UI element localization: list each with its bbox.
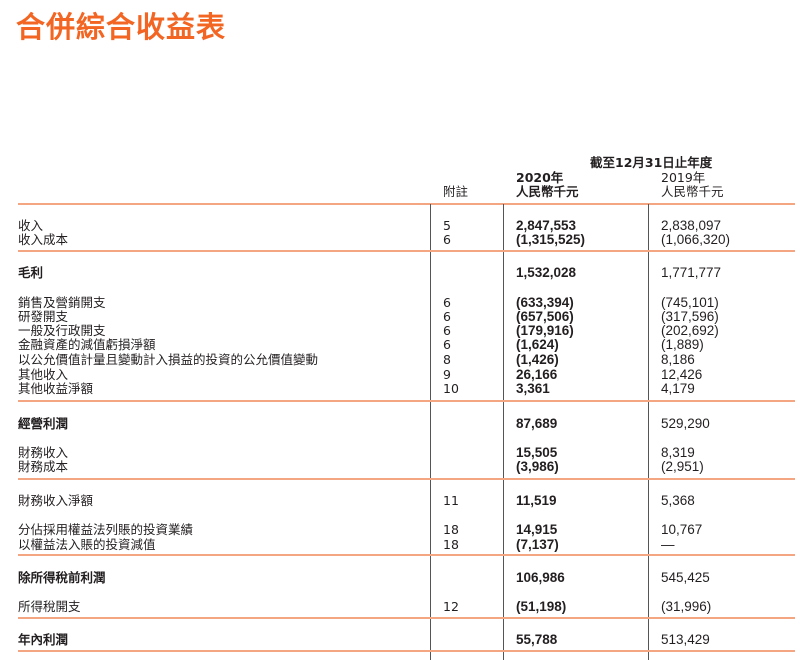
value-2019: (1,066,320): [661, 232, 731, 247]
value-2019: (1,889): [661, 337, 704, 352]
row-label: 收入: [18, 218, 44, 233]
row-note: 12: [443, 599, 459, 614]
value-2020: (7,137): [516, 537, 559, 552]
row-note: 6: [443, 232, 451, 247]
value-2020: 15,505: [516, 445, 558, 460]
value-2020: (179,916): [516, 323, 574, 338]
value-2019: 5,368: [661, 493, 695, 508]
value-2020: 87,689: [516, 416, 558, 431]
value-2020: 55,788: [516, 632, 558, 647]
row-note: 18: [443, 522, 459, 537]
row-label: 以公允價值計量且變動計入損益的投資的公允價值變動: [18, 352, 319, 367]
row-label: 其他收入: [18, 367, 69, 382]
row-label: 年內利潤: [18, 632, 69, 647]
row-label: 除所得稅前利潤: [18, 570, 106, 585]
section-rule: [18, 478, 795, 480]
row-label: 財務收入淨額: [18, 493, 94, 508]
value-2019: (31,996): [661, 599, 712, 614]
value-2019: 2,838,097: [661, 218, 722, 233]
row-note: 6: [443, 295, 451, 310]
value-2020: (1,315,525): [516, 232, 586, 247]
year-2019-header: 2019年: [661, 170, 706, 185]
row-label: 所得稅開支: [18, 599, 81, 614]
value-2020: 2,847,553: [516, 218, 577, 233]
row-note: 6: [443, 309, 451, 324]
row-note: 5: [443, 218, 451, 233]
section-rule: [18, 250, 795, 252]
value-2020: 3,361: [516, 381, 550, 396]
page-title: 合併綜合收益表: [16, 10, 227, 44]
row-label: 財務收入: [18, 445, 69, 460]
value-2020: (51,198): [516, 599, 567, 614]
value-2020: 106,986: [516, 570, 565, 585]
period-header: 截至12月31日止年度: [590, 155, 713, 170]
section-rule: [18, 400, 795, 402]
row-note: 9: [443, 367, 451, 382]
value-2020: (1,624): [516, 337, 559, 352]
row-label: 其他收益淨額: [18, 381, 94, 396]
row-label: 研發開支: [18, 309, 69, 324]
unit-2020-header: 人民幣千元: [516, 184, 579, 199]
row-label: 一般及行政開支: [18, 323, 106, 338]
note-header: 附註: [443, 184, 469, 199]
value-2020: 14,915: [516, 522, 558, 537]
value-2019: 8,319: [661, 445, 695, 460]
row-note: 11: [443, 493, 459, 508]
header-rule: [18, 203, 795, 205]
section-rule: [18, 554, 795, 556]
section-rule: [18, 617, 795, 619]
value-2019: (202,692): [661, 323, 719, 338]
value-2019: 4,179: [661, 381, 695, 396]
value-2020: (633,394): [516, 295, 574, 310]
row-label: 收入成本: [18, 232, 69, 247]
value-2019: 8,186: [661, 352, 695, 367]
value-2019: (2,951): [661, 459, 704, 474]
value-2020: 26,166: [516, 367, 558, 382]
row-note: 6: [443, 337, 451, 352]
value-2019: —: [661, 537, 675, 552]
section-rule: [18, 650, 795, 652]
row-label: 毛利: [18, 265, 44, 280]
value-2020: (3,986): [516, 459, 559, 474]
row-label: 經營利潤: [18, 416, 69, 431]
value-2019: 1,771,777: [661, 265, 722, 280]
row-note: 8: [443, 352, 451, 367]
value-2019: (317,596): [661, 309, 719, 324]
value-2020: 1,532,028: [516, 265, 577, 280]
row-label: 分佔採用權益法列賬的投資業績: [18, 522, 194, 537]
row-note: 6: [443, 323, 451, 338]
row-note: 10: [443, 381, 459, 396]
value-2020: 11,519: [516, 493, 557, 508]
row-label: 以權益法入賬的投資減值: [18, 537, 156, 552]
column-divider: [430, 204, 431, 660]
row-note: 18: [443, 537, 459, 552]
value-2019: 12,426: [661, 367, 703, 382]
row-label: 財務成本: [18, 459, 69, 474]
column-divider: [648, 204, 649, 660]
value-2019: 513,429: [661, 632, 710, 647]
value-2019: (745,101): [661, 295, 719, 310]
row-label: 金融資產的減值虧損淨額: [18, 337, 156, 352]
value-2019: 545,425: [661, 570, 710, 585]
column-divider: [503, 204, 504, 660]
value-2020: (1,426): [516, 352, 559, 367]
row-label: 銷售及營銷開支: [18, 295, 106, 310]
value-2019: 10,767: [661, 522, 703, 537]
value-2020: (657,506): [516, 309, 574, 324]
unit-2019-header: 人民幣千元: [661, 184, 724, 199]
year-2020-header: 2020年: [516, 170, 564, 185]
value-2019: 529,290: [661, 416, 710, 431]
